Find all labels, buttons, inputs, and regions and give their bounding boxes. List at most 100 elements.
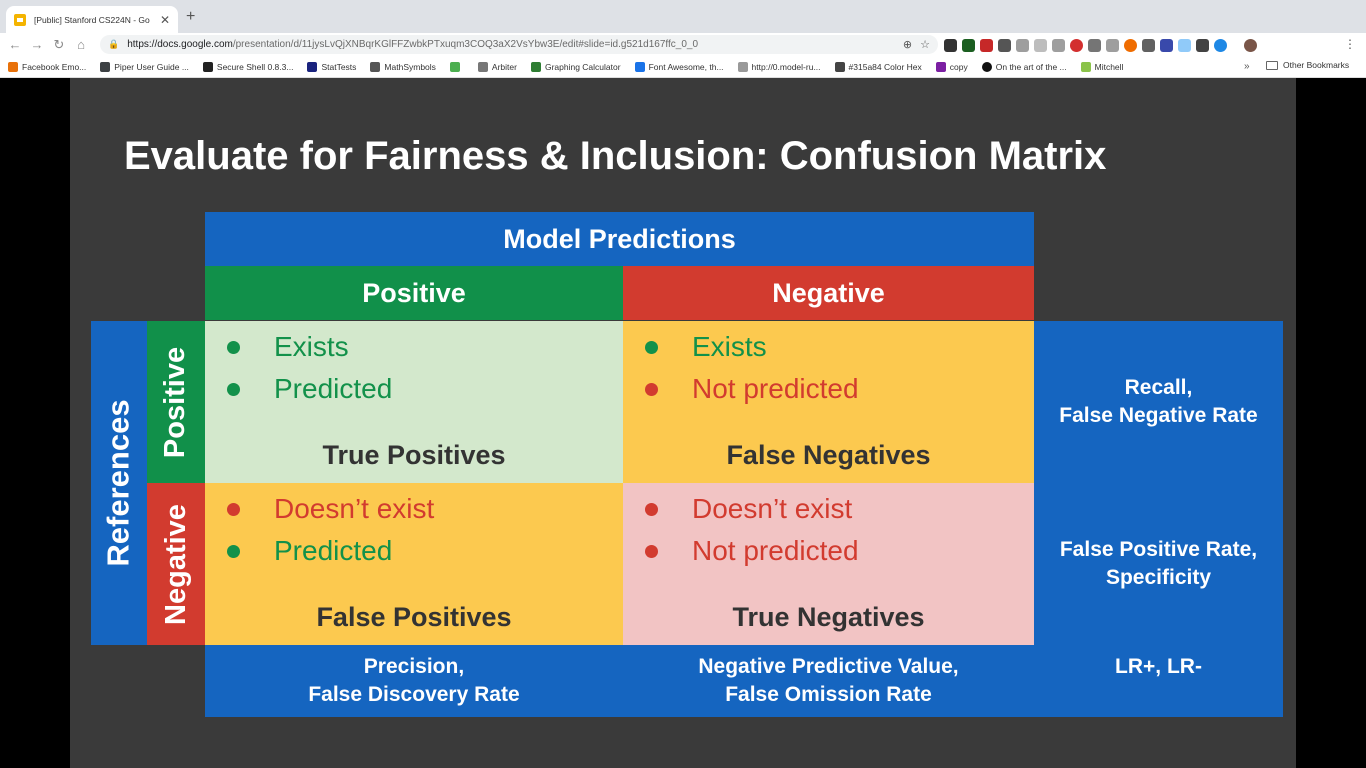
bullet-icon	[645, 382, 658, 396]
extensions-area	[944, 37, 1257, 53]
extension-icon[interactable]	[1196, 38, 1209, 52]
extension-icon[interactable]	[1142, 38, 1155, 52]
bookmark-item[interactable]: StatTests	[307, 61, 356, 72]
cell-bullet: Predicted	[227, 530, 623, 572]
star-icon[interactable]: ☆	[920, 39, 930, 51]
bookmark-item[interactable]: copy	[935, 61, 968, 72]
zoom-icon[interactable]: ⊕	[902, 39, 913, 51]
home-icon[interactable]: ⌂	[77, 37, 85, 52]
reference-negative-label: Negative	[147, 483, 205, 645]
predicted-positive-header: Positive	[205, 266, 623, 320]
cell-bullet: Exists	[645, 326, 1034, 368]
extension-icon[interactable]	[1016, 38, 1029, 52]
bullet-icon	[645, 340, 658, 354]
bookmark-icon	[8, 61, 18, 72]
browser-toolbar: ← → ↻ ⌂ 🔒 https://docs.google.com/presen…	[0, 33, 1366, 56]
fpr-metric: False Positive Rate, Specificity	[1059, 538, 1258, 589]
bookmark-item[interactable]: #315a84 Color Hex	[834, 61, 922, 72]
bullet-icon	[227, 502, 240, 516]
bookmark-icon	[449, 61, 460, 72]
bookmark-item[interactable]: Arbiter	[477, 61, 517, 72]
bullet-icon	[645, 502, 658, 516]
extension-icon[interactable]	[1124, 38, 1137, 52]
flag-icon	[634, 61, 645, 72]
avatar[interactable]	[1244, 38, 1257, 52]
bookmark-item[interactable]: Graphing Calculator	[530, 61, 621, 72]
new-tab-icon[interactable]: +	[186, 8, 196, 25]
extension-icon[interactable]	[1214, 38, 1227, 52]
other-bookmarks[interactable]: Other Bookmarks	[1266, 60, 1349, 70]
cell-bullet: Not predicted	[645, 368, 1034, 410]
cell-bullet: Predicted	[227, 368, 623, 410]
slide: Evaluate for Fairness & Inclusion: Confu…	[70, 78, 1296, 768]
cell-label: True Negatives	[732, 602, 925, 632]
cell-bullet: Not predicted	[645, 530, 1034, 572]
references-label: References	[91, 321, 147, 645]
bookmark-icon	[935, 61, 946, 72]
address-bar[interactable]: 🔒 https://docs.google.com/presentation/d…	[100, 35, 938, 54]
model-predictions-header: Model Predictions	[205, 212, 1034, 266]
bookmarks-overflow-icon[interactable]: »	[1244, 61, 1250, 72]
npv-metric: Negative Predictive Value, False Omission…	[698, 655, 959, 706]
page-icon	[737, 61, 748, 72]
browser-tab[interactable]: [Public] Stanford CS224N - Go ✕	[6, 6, 178, 33]
bullet-icon	[227, 382, 240, 396]
bookmarks-bar: Facebook Emo... Piper User Guide ... Sec…	[0, 56, 1366, 78]
bookmark-item[interactable]: Font Awesome, th...	[634, 61, 724, 72]
slides-icon	[14, 13, 26, 26]
bookmark-item[interactable]: Mitchell	[1080, 61, 1123, 72]
recall-metric: Recall, False Negative Rate	[1059, 376, 1258, 427]
bookmark-icon	[1080, 61, 1091, 72]
bookmark-item[interactable]: Secure Shell 0.8.3...	[202, 61, 293, 72]
false-negatives-cell: Exists Not predicted False Negatives	[623, 321, 1034, 483]
reference-positive-label: Positive	[147, 321, 205, 483]
bookmark-icon	[100, 61, 111, 72]
tab-bar: [Public] Stanford CS224N - Go ✕ +	[0, 0, 1366, 33]
url-text[interactable]: https://docs.google.com/presentation/d/1…	[127, 39, 698, 50]
back-icon[interactable]: ←	[8, 37, 22, 52]
bookmark-item[interactable]: Facebook Emo...	[8, 61, 86, 72]
cell-label: False Positives	[316, 602, 512, 632]
bullet-icon	[227, 340, 240, 354]
pinterest-icon[interactable]	[1070, 38, 1083, 52]
false-positives-cell: Doesn’t exist Predicted False Positives	[205, 483, 623, 645]
bookmark-item[interactable]: MathSymbols	[370, 61, 436, 72]
extension-icon[interactable]	[1106, 38, 1119, 52]
lock-icon: 🔒	[108, 39, 120, 49]
cell-bullet: Doesn’t exist	[227, 488, 623, 530]
presentation-stage: Evaluate for Fairness & Inclusion: Confu…	[0, 78, 1366, 768]
precision-metric: Precision, False Discovery Rate	[308, 655, 520, 706]
reload-icon[interactable]: ↻	[53, 36, 65, 52]
bookmark-icon	[530, 61, 541, 72]
menu-icon[interactable]: ⋮	[1344, 37, 1356, 51]
extension-icon[interactable]	[998, 38, 1011, 52]
cell-label: True Positives	[322, 440, 506, 470]
extension-icon[interactable]	[1178, 38, 1191, 52]
close-icon[interactable]: ✕	[159, 12, 170, 27]
slide-title: Evaluate for Fairness & Inclusion: Confu…	[124, 134, 1107, 178]
extension-icon[interactable]	[962, 38, 975, 52]
bullet-icon	[645, 544, 658, 558]
tab-title: [Public] Stanford CS224N - Go	[34, 14, 150, 25]
extension-icon[interactable]	[980, 38, 993, 52]
extension-icon[interactable]	[1052, 38, 1065, 52]
bookmark-icon	[477, 61, 488, 72]
forward-icon[interactable]: →	[30, 37, 44, 52]
shield-icon[interactable]	[1160, 38, 1173, 52]
folder-icon	[1266, 60, 1278, 70]
bookmark-item[interactable]: Piper User Guide ...	[100, 61, 189, 72]
bookmark-item[interactable]: On the art of the ...	[981, 61, 1067, 72]
true-positives-cell: Exists Predicted True Positives	[205, 321, 623, 483]
extension-icon[interactable]	[1034, 38, 1047, 52]
likelihood-ratio-metric: LR+, LR-	[1115, 655, 1202, 678]
predicted-negative-header: Negative	[623, 266, 1034, 320]
bookmark-icon	[370, 61, 381, 72]
bookmark-item[interactable]: http://0.model-ru...	[737, 61, 821, 72]
bullet-icon	[227, 544, 240, 558]
bookmark-item[interactable]	[449, 61, 464, 72]
extension-icon[interactable]	[1088, 38, 1101, 52]
cell-bullet: Exists	[227, 326, 623, 368]
extension-icon[interactable]	[944, 38, 957, 52]
bookmark-icon	[307, 61, 318, 72]
eye-icon	[981, 61, 992, 72]
